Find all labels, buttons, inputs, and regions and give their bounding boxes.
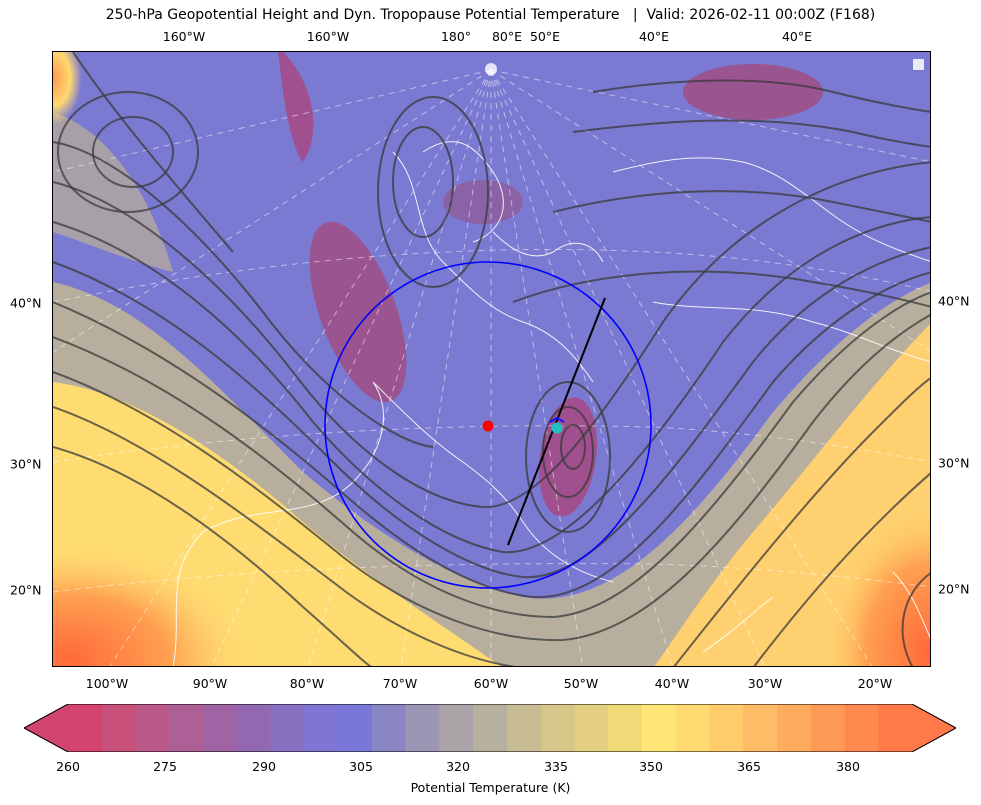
right-lat-label: 30°N xyxy=(938,455,970,471)
colorbar-swatch xyxy=(608,704,643,752)
colorbar-swatch xyxy=(203,704,238,752)
colorbar-under-extend xyxy=(24,704,68,752)
red-center-marker[interactable] xyxy=(482,420,494,432)
map-panel[interactable] xyxy=(52,51,931,667)
bottom-lon-label: 30°W xyxy=(747,676,783,691)
right-lat-label: 40°N xyxy=(938,293,970,309)
map-canvas xyxy=(53,52,930,666)
colorbar-swatch xyxy=(338,704,373,752)
colorbar-tick: 365 xyxy=(737,759,761,774)
bottom-lon-label: 60°W xyxy=(473,676,509,691)
right-lat-label: 20°N xyxy=(938,581,970,597)
colorbar-swatch xyxy=(304,704,339,752)
bottom-lon-label: 100°W xyxy=(85,676,129,691)
left-lat-label: 40°N xyxy=(10,295,42,311)
polar-cold-pool xyxy=(443,180,523,224)
bottom-lon-label: 50°W xyxy=(563,676,599,691)
colorbar-swatch xyxy=(439,704,474,752)
colorbar-tick: 380 xyxy=(836,759,860,774)
colorbar-swatch xyxy=(135,704,170,752)
bottom-lon-label: 20°W xyxy=(857,676,893,691)
colorbar-swatch xyxy=(473,704,508,752)
left-lat-label: 30°N xyxy=(10,456,42,472)
colorbar-swatch xyxy=(878,704,913,752)
colorbar-tick: 305 xyxy=(349,759,373,774)
low-center-chevron xyxy=(549,416,565,423)
colorbar-swatch xyxy=(371,704,407,752)
colorbar-over-extend xyxy=(912,704,956,752)
map-corner-marker xyxy=(913,59,924,70)
colorbar-label: Potential Temperature (K) xyxy=(410,780,571,795)
colorbar-tick: 290 xyxy=(252,759,276,774)
colorbar-swatch xyxy=(810,704,846,752)
colorbar-tick: 335 xyxy=(544,759,568,774)
bottom-lon-label: 90°W xyxy=(192,676,228,691)
colorbar-swatch xyxy=(844,704,879,752)
colorbar-swatch xyxy=(236,704,272,752)
plot-title: 250-hPa Geopotential Height and Dyn. Tro… xyxy=(105,7,876,23)
top-lon-label: 50°E xyxy=(529,29,561,44)
trough-west-pool xyxy=(309,221,407,403)
colorbar-swatch xyxy=(68,704,103,752)
colorbar-swatch xyxy=(169,704,204,752)
top-lon-label: 180° xyxy=(440,29,472,44)
colorbar-swatch xyxy=(270,704,305,752)
colorbar-tick: 320 xyxy=(446,759,470,774)
pole-marker xyxy=(485,63,497,75)
height-contours xyxy=(53,52,930,666)
analysis-radius-circle xyxy=(324,261,652,589)
colorbar-swatch xyxy=(506,704,542,752)
nw-warm-patch xyxy=(53,52,213,312)
colorbar-swatch xyxy=(574,704,609,752)
left-lat-label: 20°N xyxy=(10,582,42,598)
colorbar-swatch xyxy=(776,704,812,752)
colorbar-tick: 275 xyxy=(153,759,177,774)
colorbar xyxy=(24,704,956,752)
top-lon-label: 160°W xyxy=(306,29,350,44)
colorbar-swatch xyxy=(709,704,744,752)
colorbar-tick: 260 xyxy=(56,759,80,774)
bottom-lon-label: 40°W xyxy=(654,676,690,691)
se-warm-orange xyxy=(724,374,930,666)
colorbar-swatch xyxy=(641,704,677,752)
sw-warm-orange xyxy=(53,462,381,666)
colorbar-swatch xyxy=(675,704,711,752)
colorbar-swatch xyxy=(405,704,440,752)
cross-section-line xyxy=(507,297,606,546)
ne-cold-pool xyxy=(683,64,823,120)
top-lon-label: 40°E xyxy=(638,29,670,44)
bottom-lon-label: 80°W xyxy=(289,676,325,691)
colorbar-swatch xyxy=(101,704,137,752)
top-lon-label: 160°W xyxy=(162,29,206,44)
colorbar-tick: 350 xyxy=(639,759,663,774)
colorbar-swatch xyxy=(743,704,778,752)
top-lon-label: 40°E xyxy=(781,29,813,44)
trough-north-pool xyxy=(278,52,314,162)
cyan-low-marker[interactable] xyxy=(551,422,563,434)
colorbar-swatch xyxy=(540,704,575,752)
top-lon-label: 80°E xyxy=(491,29,523,44)
bottom-lon-label: 70°W xyxy=(382,676,418,691)
coastlines xyxy=(172,141,930,666)
